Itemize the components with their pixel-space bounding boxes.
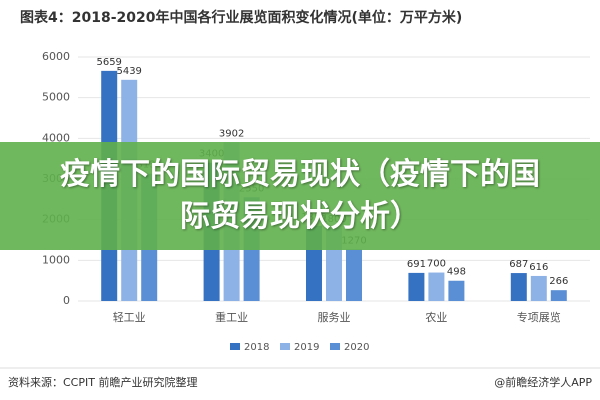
y-tick-label: 6000 [42,50,70,63]
x-tick-label: 轻工业 [113,310,146,324]
x-tick-label: 重工业 [215,310,248,324]
x-tick-label: 专项展览 [517,310,561,324]
watermark: @前瞻经济学人APP [494,375,592,389]
bar [428,272,445,301]
legend-label: 2019 [294,342,319,353]
data-label: 266 [549,276,568,287]
bar [510,273,527,301]
data-label: 687 [509,259,528,270]
data-label: 700 [427,259,446,270]
chart-title: 图表4：2018-2020年中国各行业展览面积变化情况(单位：万平方米) [20,9,462,26]
banner-text: 疫情下的国际贸易现状（疫情下的国际贸易现状分析） [60,157,540,234]
legend-label: 2020 [344,342,369,353]
data-label: 3902 [219,128,244,139]
bar [408,272,425,301]
y-tick-label: 1000 [42,253,70,266]
x-tick-label: 农业 [425,310,447,324]
bar [530,275,547,301]
data-label: 691 [407,259,426,270]
legend-label: 2018 [244,342,269,353]
legend-swatch [280,343,290,350]
source: 资料来源：CCPIT 前瞻产业研究院整理 [8,375,197,389]
y-tick-label: 0 [63,294,70,307]
legend-swatch [230,343,240,350]
legend-swatch [330,343,340,350]
data-label: 616 [529,262,548,273]
bar [346,249,362,301]
banner: 疫情下的国际贸易现状（疫情下的国际贸易现状分析） [0,142,600,250]
bar [550,290,567,301]
x-tick-label: 服务业 [318,311,351,324]
data-label: 5659 [96,57,121,68]
y-tick-label: 4000 [42,131,70,144]
data-label: 5439 [116,66,141,77]
bar [448,280,465,301]
y-tick-label: 5000 [42,91,70,104]
data-label: 498 [447,267,466,278]
